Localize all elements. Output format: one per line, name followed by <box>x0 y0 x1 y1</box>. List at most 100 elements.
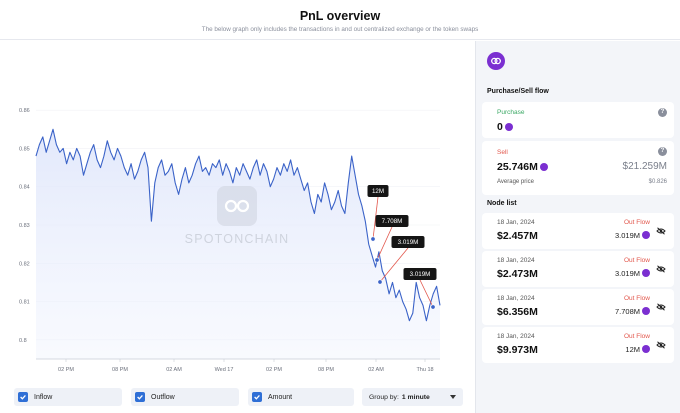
node-item[interactable]: 18 Jan, 2024 $2.457M Out Flow 3.019M <box>482 213 674 249</box>
watermark-text: SPOTONCHAIN <box>185 232 290 246</box>
node-usd: $2.457M <box>497 230 538 242</box>
pnl-chart[interactable]: 0.86 0.85 0.84 0.83 0.82 0.81 0.8 02 PM 08 PM 02 … <box>0 41 474 382</box>
price-line <box>35 128 441 322</box>
node-item[interactable]: 18 Jan, 2024 $6.356M Out Flow 7.708M <box>482 289 674 325</box>
x-tick-label: Wed 17 <box>215 367 234 373</box>
node-usd: $6.356M <box>497 306 538 318</box>
node-flow: Out Flow <box>623 257 650 264</box>
checkmark-icon <box>252 392 262 402</box>
page-title: PnL overview <box>299 9 381 23</box>
y-tick-label: 0.83 <box>19 223 30 229</box>
chart-controls: Inflow Outflow Amount Group by: 1 minute <box>0 384 474 413</box>
sell-amount-text: 25.746M <box>497 161 538 173</box>
annotation-point <box>430 304 436 310</box>
watermark-icon-part <box>236 199 250 213</box>
token-icon <box>642 345 650 353</box>
help-icon[interactable]: ? <box>658 108 667 117</box>
node-token-amount: 12M <box>625 345 650 354</box>
right-panel: Purchase/Sell flow Purchase ? 0 Sell ? 2… <box>475 41 680 413</box>
page-subtitle: The below graph only includes the transa… <box>201 26 479 33</box>
inflow-label: Inflow <box>34 393 53 401</box>
node-date: 18 Jan, 2024 <box>497 333 535 340</box>
annotation-label: 3.019M <box>398 239 419 246</box>
node-date: 18 Jan, 2024 <box>497 257 535 264</box>
node-item[interactable]: 18 Jan, 2024 $9.973M Out Flow 12M <box>482 327 674 363</box>
node-item[interactable]: 18 Jan, 2024 $2.473M Out Flow 3.019M <box>482 251 674 287</box>
node-date: 18 Jan, 2024 <box>497 295 535 302</box>
token-icon <box>642 307 650 315</box>
x-tick-label: 08 PM <box>112 367 128 373</box>
node-token-text: 3.019M <box>614 269 640 278</box>
x-tick-label: 08 PM <box>318 367 334 373</box>
watermark-icon-part <box>224 199 238 213</box>
page-header: PnL overview The below graph only includ… <box>0 0 680 40</box>
chevron-down-icon <box>450 395 456 399</box>
token-icon <box>642 231 650 239</box>
node-usd: $2.473M <box>497 268 538 280</box>
annotation-connector <box>379 247 409 283</box>
annotation-point <box>377 279 383 285</box>
purchase-amount-text: 0 <box>497 121 503 133</box>
sell-label: Sell <box>497 149 508 156</box>
inflow-checkbox[interactable]: Inflow <box>14 388 122 406</box>
y-tick-label: 0.84 <box>19 185 30 191</box>
x-tick-label: 02 AM <box>368 367 384 373</box>
node-token-text: 12M <box>625 345 640 354</box>
token-logo-icon <box>487 52 505 70</box>
checkmark-icon <box>135 392 145 402</box>
outflow-label: Outflow <box>151 393 175 401</box>
outflow-checkbox[interactable]: Outflow <box>131 388 239 406</box>
node-flow: Out Flow <box>623 333 650 340</box>
checkmark-icon <box>18 392 28 402</box>
y-tick-label: 0.85 <box>19 146 30 152</box>
purchase-label: Purchase <box>497 109 525 116</box>
y-tick-label: 0.82 <box>19 261 30 267</box>
annotation-box <box>375 215 409 227</box>
groupby-value: 1 minute <box>401 393 430 401</box>
eye-slash-icon[interactable] <box>656 265 666 273</box>
annotation-box <box>403 268 437 280</box>
eye-slash-icon[interactable] <box>656 303 666 311</box>
node-usd: $9.973M <box>497 344 538 356</box>
annotation-point <box>374 257 380 263</box>
node-list-title: Node list <box>487 200 517 207</box>
node-date: 18 Jan, 2024 <box>497 219 535 226</box>
token-icon <box>504 123 513 131</box>
annotation-box <box>391 236 425 248</box>
y-tick-label: 0.8 <box>19 338 27 344</box>
annotation-connector <box>419 279 434 308</box>
avg-price-label: Average price <box>497 179 534 185</box>
help-icon[interactable]: ? <box>658 147 667 156</box>
groupby-label: Group by: <box>369 393 399 401</box>
flow-section-title: Purchase/Sell flow <box>487 88 549 95</box>
purchase-amount: 0 <box>497 121 513 133</box>
node-token-amount: 3.019M <box>615 231 650 240</box>
amount-checkbox[interactable]: Amount <box>248 388 354 406</box>
annotation-connector <box>376 226 393 261</box>
annotation-label: 3.019M <box>410 271 431 278</box>
eye-slash-icon[interactable] <box>656 227 666 235</box>
chart-area-fill <box>36 129 440 359</box>
token-icon <box>642 269 650 277</box>
y-tick-label: 0.81 <box>19 300 30 306</box>
annotation-box <box>367 185 389 197</box>
avg-price-value: $0.826 <box>648 179 667 185</box>
node-token-text: 7.708M <box>614 307 640 316</box>
pnl-chart-area: 0.86 0.85 0.84 0.83 0.82 0.81 0.8 02 PM 08 PM 02 … <box>0 41 474 382</box>
token-icon <box>539 163 548 171</box>
node-token-text: 3.019M <box>614 231 640 240</box>
sell-amount: 25.746M <box>497 161 548 173</box>
node-token-amount: 7.708M <box>615 307 650 316</box>
eye-slash-icon[interactable] <box>656 341 666 349</box>
sell-usd-value: $21.259M <box>622 161 667 172</box>
watermark-logo <box>217 186 257 226</box>
x-tick-label: Thu 18 <box>416 367 433 373</box>
annotation-point <box>370 236 376 242</box>
x-tick-label: 02 PM <box>266 367 282 373</box>
annotation-label: 7.708M <box>382 218 403 225</box>
node-flow: Out Flow <box>623 295 650 302</box>
annotation-label: 12M <box>372 188 384 195</box>
groupby-select[interactable]: Group by: 1 minute <box>362 388 463 406</box>
y-tick-label: 0.86 <box>19 108 30 114</box>
purchase-card: Purchase ? 0 <box>482 102 674 138</box>
